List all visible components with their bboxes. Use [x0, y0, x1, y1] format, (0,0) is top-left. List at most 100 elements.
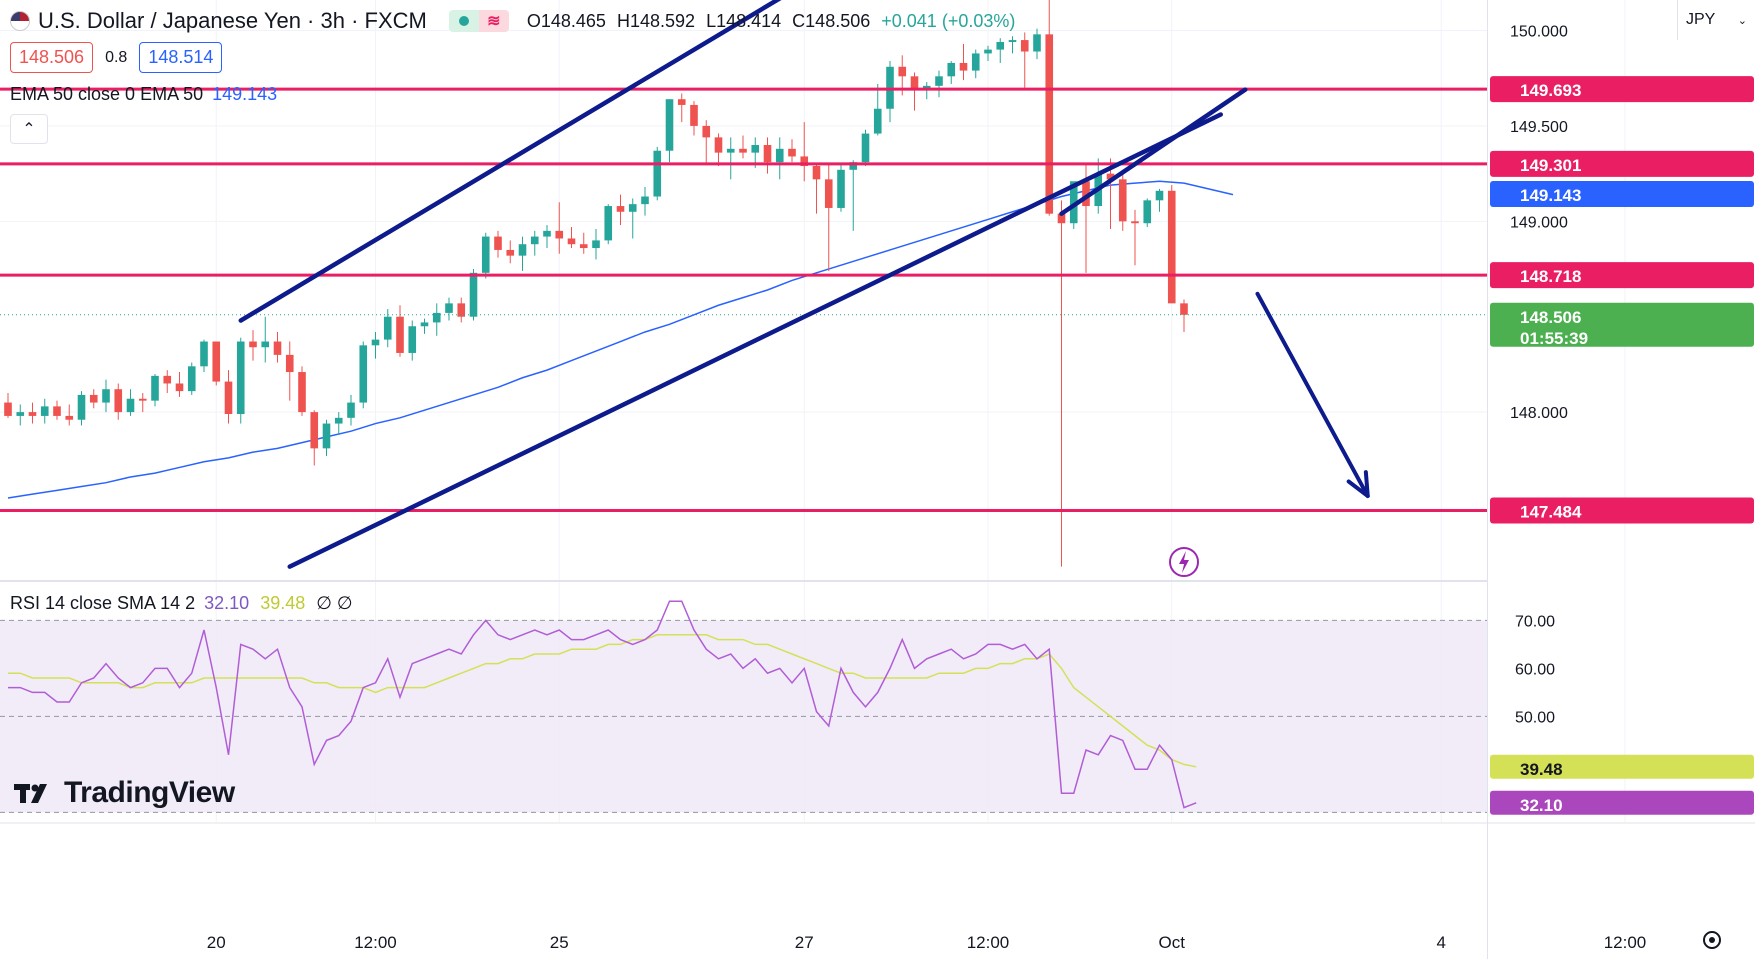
chevron-up-icon: ⌃ [22, 121, 36, 138]
market-status[interactable]: ≋ [448, 10, 509, 32]
rsi-extra-values: ∅ ∅ [316, 593, 353, 613]
candle-body [1155, 190, 1164, 201]
rsi-tick-label: 60.00 [1515, 661, 1555, 678]
candle-body [726, 148, 735, 153]
rsi-sma-value: 39.48 [260, 593, 306, 613]
time-tick-label: 20 [207, 933, 226, 952]
candle-body [163, 375, 172, 384]
lightning-bolt [1179, 551, 1189, 573]
rsi-legend[interactable]: RSI 14 close SMA 14 2 32.10 39.48 ∅ ∅ [10, 593, 353, 614]
ema-path [7, 180, 1234, 499]
channel-lower-extension [1059, 87, 1248, 216]
candle-body [347, 402, 355, 418]
symbol-title[interactable]: U.S. Dollar / Japanese Yen · 3h · FXCM [38, 8, 427, 33]
candle-body [971, 53, 980, 71]
candle-body [371, 339, 380, 346]
sell-button[interactable]: 148.506 [10, 42, 94, 73]
horizontal-levels[interactable] [0, 87, 1487, 513]
candle-body [28, 412, 37, 416]
market-open-icon [448, 10, 479, 32]
spread-value: 0.8 [105, 48, 128, 66]
candle-body [628, 204, 637, 212]
price-tick-label: 148.000 [1510, 405, 1568, 422]
candle-body [592, 240, 600, 249]
ema-value: 149.143 [212, 84, 278, 104]
candle-body [445, 303, 453, 313]
ema-line [7, 180, 1234, 499]
time-tick-label: 27 [795, 933, 814, 952]
level-price-label-bg [1490, 150, 1754, 177]
candle-body [1167, 190, 1176, 304]
price-axis: 150.000 149.500 149.000 148.000 70.00 60.00 50… [1510, 24, 1721, 949]
price-tick-label: 149.500 [1510, 119, 1568, 136]
price-labels: 149.693 149.301 148.718 147.484 149.143 148.5… [1490, 76, 1754, 815]
candle-body [702, 125, 711, 138]
candle-body [16, 412, 25, 416]
trend-channel[interactable] [238, 0, 1370, 577]
candle-body [138, 398, 147, 401]
candle-body [775, 148, 784, 163]
candle-body [812, 165, 821, 180]
candle-body [212, 341, 221, 382]
buy-button[interactable]: 148.514 [139, 42, 223, 73]
candle-body [567, 238, 576, 245]
candle-body [506, 249, 515, 256]
candle-body [396, 316, 404, 353]
candle-body [1045, 34, 1054, 214]
symbol-header: U.S. Dollar / Japanese Yen · 3h · FXCM ≋… [10, 8, 1015, 34]
candle-body [126, 398, 135, 413]
rsi-lines [8, 600, 1197, 809]
candle-body [175, 383, 184, 392]
currency-label: JPY [1686, 11, 1716, 28]
time-tick-label: 4 [1437, 933, 1446, 952]
candle-body [77, 394, 86, 420]
level-price-label-text: 148.718 [1520, 267, 1581, 286]
tradingview-logo: TradingView [14, 776, 235, 810]
candle-body [849, 162, 858, 170]
rsi-band [0, 619, 1487, 813]
rsi-label: RSI 14 close SMA 14 2 [10, 593, 196, 613]
candle-body [1143, 200, 1152, 224]
rsi-value: 32.10 [204, 593, 250, 613]
candle-body [285, 354, 294, 373]
trade-buttons: 148.506 0.8 148.514 [10, 42, 223, 73]
last-price-label-text: 01:55:39 [1520, 329, 1588, 348]
candle-body [1180, 303, 1188, 315]
candle-body [89, 394, 98, 403]
candle-body [1008, 40, 1017, 42]
ema-legend[interactable]: EMA 50 close 0 EMA 50 149.143 [10, 84, 277, 105]
tradingview-logo-icon [14, 784, 47, 803]
candle-body [432, 312, 441, 323]
candle-body [837, 169, 845, 208]
candles [4, 0, 1188, 567]
last-price-label-text: 148.506 [1520, 308, 1581, 327]
candle-body [543, 230, 551, 237]
candle-body [579, 244, 588, 249]
candle-body [616, 206, 625, 212]
candle-body [298, 372, 306, 413]
candle-body [1020, 40, 1029, 52]
candle-body [1106, 173, 1115, 180]
chevron-down-icon: ⌄ [1737, 14, 1747, 27]
candle-body [40, 406, 49, 416]
candle-body [457, 303, 466, 317]
settings-icon [1703, 931, 1721, 949]
last-price-label-bg [1490, 302, 1754, 347]
candle-body [200, 341, 208, 367]
candle-body [481, 236, 490, 273]
time-tick-label: 12:00 [1604, 933, 1647, 952]
candle-body [910, 76, 919, 90]
collapse-legend-button[interactable]: ⌃ [10, 114, 48, 144]
candle-body [151, 375, 159, 401]
currency-selector[interactable]: JPY ⌄ [1677, 0, 1755, 40]
pulse-icon: ≋ [478, 10, 509, 32]
ohlc-values: O148.465 H148.592 L148.414 C148.506 +0.0… [526, 10, 1016, 31]
candle-body [763, 145, 772, 163]
candle-body [102, 389, 110, 403]
rsi-tick-label: 70.00 [1515, 613, 1555, 630]
candle-body [1118, 179, 1127, 222]
settings-icon-center [1709, 937, 1715, 943]
